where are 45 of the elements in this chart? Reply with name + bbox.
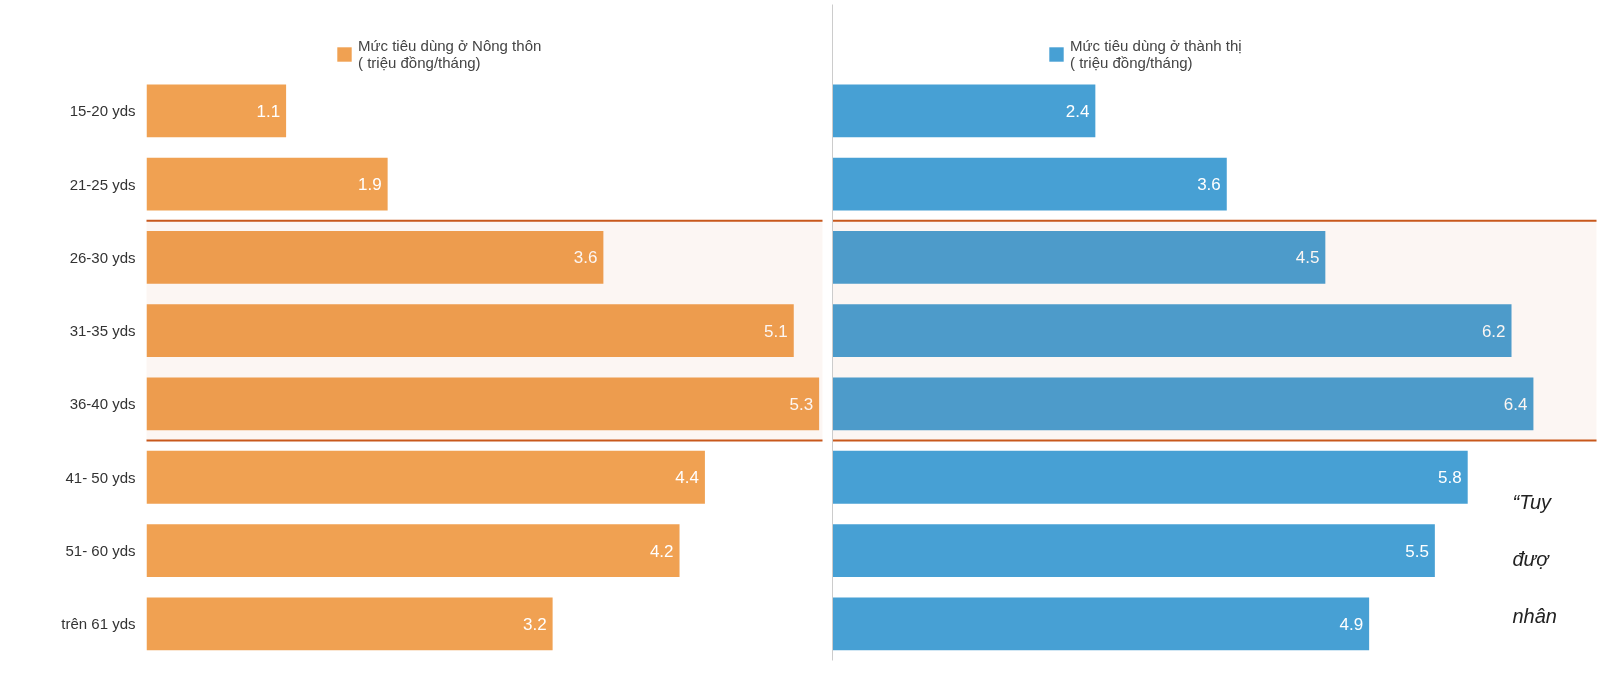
- data-label: 6.4: [1503, 394, 1528, 414]
- y-tick-label: 31-35 yds: [69, 322, 136, 340]
- data-label: 6.2: [1481, 321, 1506, 341]
- data-label: 3.6: [573, 248, 598, 268]
- y-tick-label: 36-40 yds: [69, 395, 136, 413]
- bar: [832, 597, 1370, 651]
- y-tick-label: 41- 50 yds: [65, 468, 136, 486]
- bar: [146, 157, 388, 211]
- data-label: 5.8: [1438, 468, 1462, 488]
- annotation: nhân: [1512, 604, 1557, 627]
- data-label: 5.5: [1405, 541, 1429, 561]
- bar: [832, 304, 1512, 358]
- annotation: đượ: [1512, 547, 1551, 570]
- bar: [832, 450, 1468, 504]
- data-label: 4.9: [1339, 614, 1364, 634]
- bar: [146, 450, 705, 504]
- bar: [146, 304, 794, 358]
- data-label: 5.3: [789, 394, 814, 414]
- bar: [832, 157, 1227, 211]
- bar: [832, 84, 1096, 138]
- data-label: 4.2: [649, 541, 674, 561]
- bar: [832, 524, 1435, 577]
- y-tick-label: 51- 60 yds: [65, 542, 136, 560]
- y-tick-label: 26-30 yds: [69, 248, 136, 266]
- bar: [146, 377, 820, 431]
- y-tick-label: 21-25 yds: [69, 175, 136, 193]
- bar: [146, 597, 553, 651]
- data-label: 3.2: [522, 614, 547, 634]
- y-tick-label: trên 61 yds: [61, 615, 136, 633]
- data-label: 2.4: [1065, 101, 1090, 121]
- annotation: “Tuy: [1512, 490, 1553, 513]
- legend-label: Mức tiêu dùng ở Nông thôn ( triệu đồng/tháng): [358, 36, 542, 73]
- legend-label: Mức tiêu dùng ở thành thị ( triệu đồng/tháng): [1070, 36, 1242, 73]
- bar: [832, 230, 1326, 284]
- y-tick-label: 15-20 yds: [69, 102, 136, 120]
- data-label: 4.4: [675, 468, 699, 488]
- bar: [146, 84, 287, 138]
- data-label: 3.6: [1197, 175, 1221, 195]
- data-label: 4.5: [1295, 248, 1320, 268]
- bar: [146, 230, 604, 284]
- data-label: 1.9: [358, 175, 382, 195]
- bar: [832, 377, 1534, 431]
- data-label: 1.1: [256, 101, 281, 121]
- bar: [146, 524, 680, 577]
- data-label: 5.1: [764, 321, 788, 341]
